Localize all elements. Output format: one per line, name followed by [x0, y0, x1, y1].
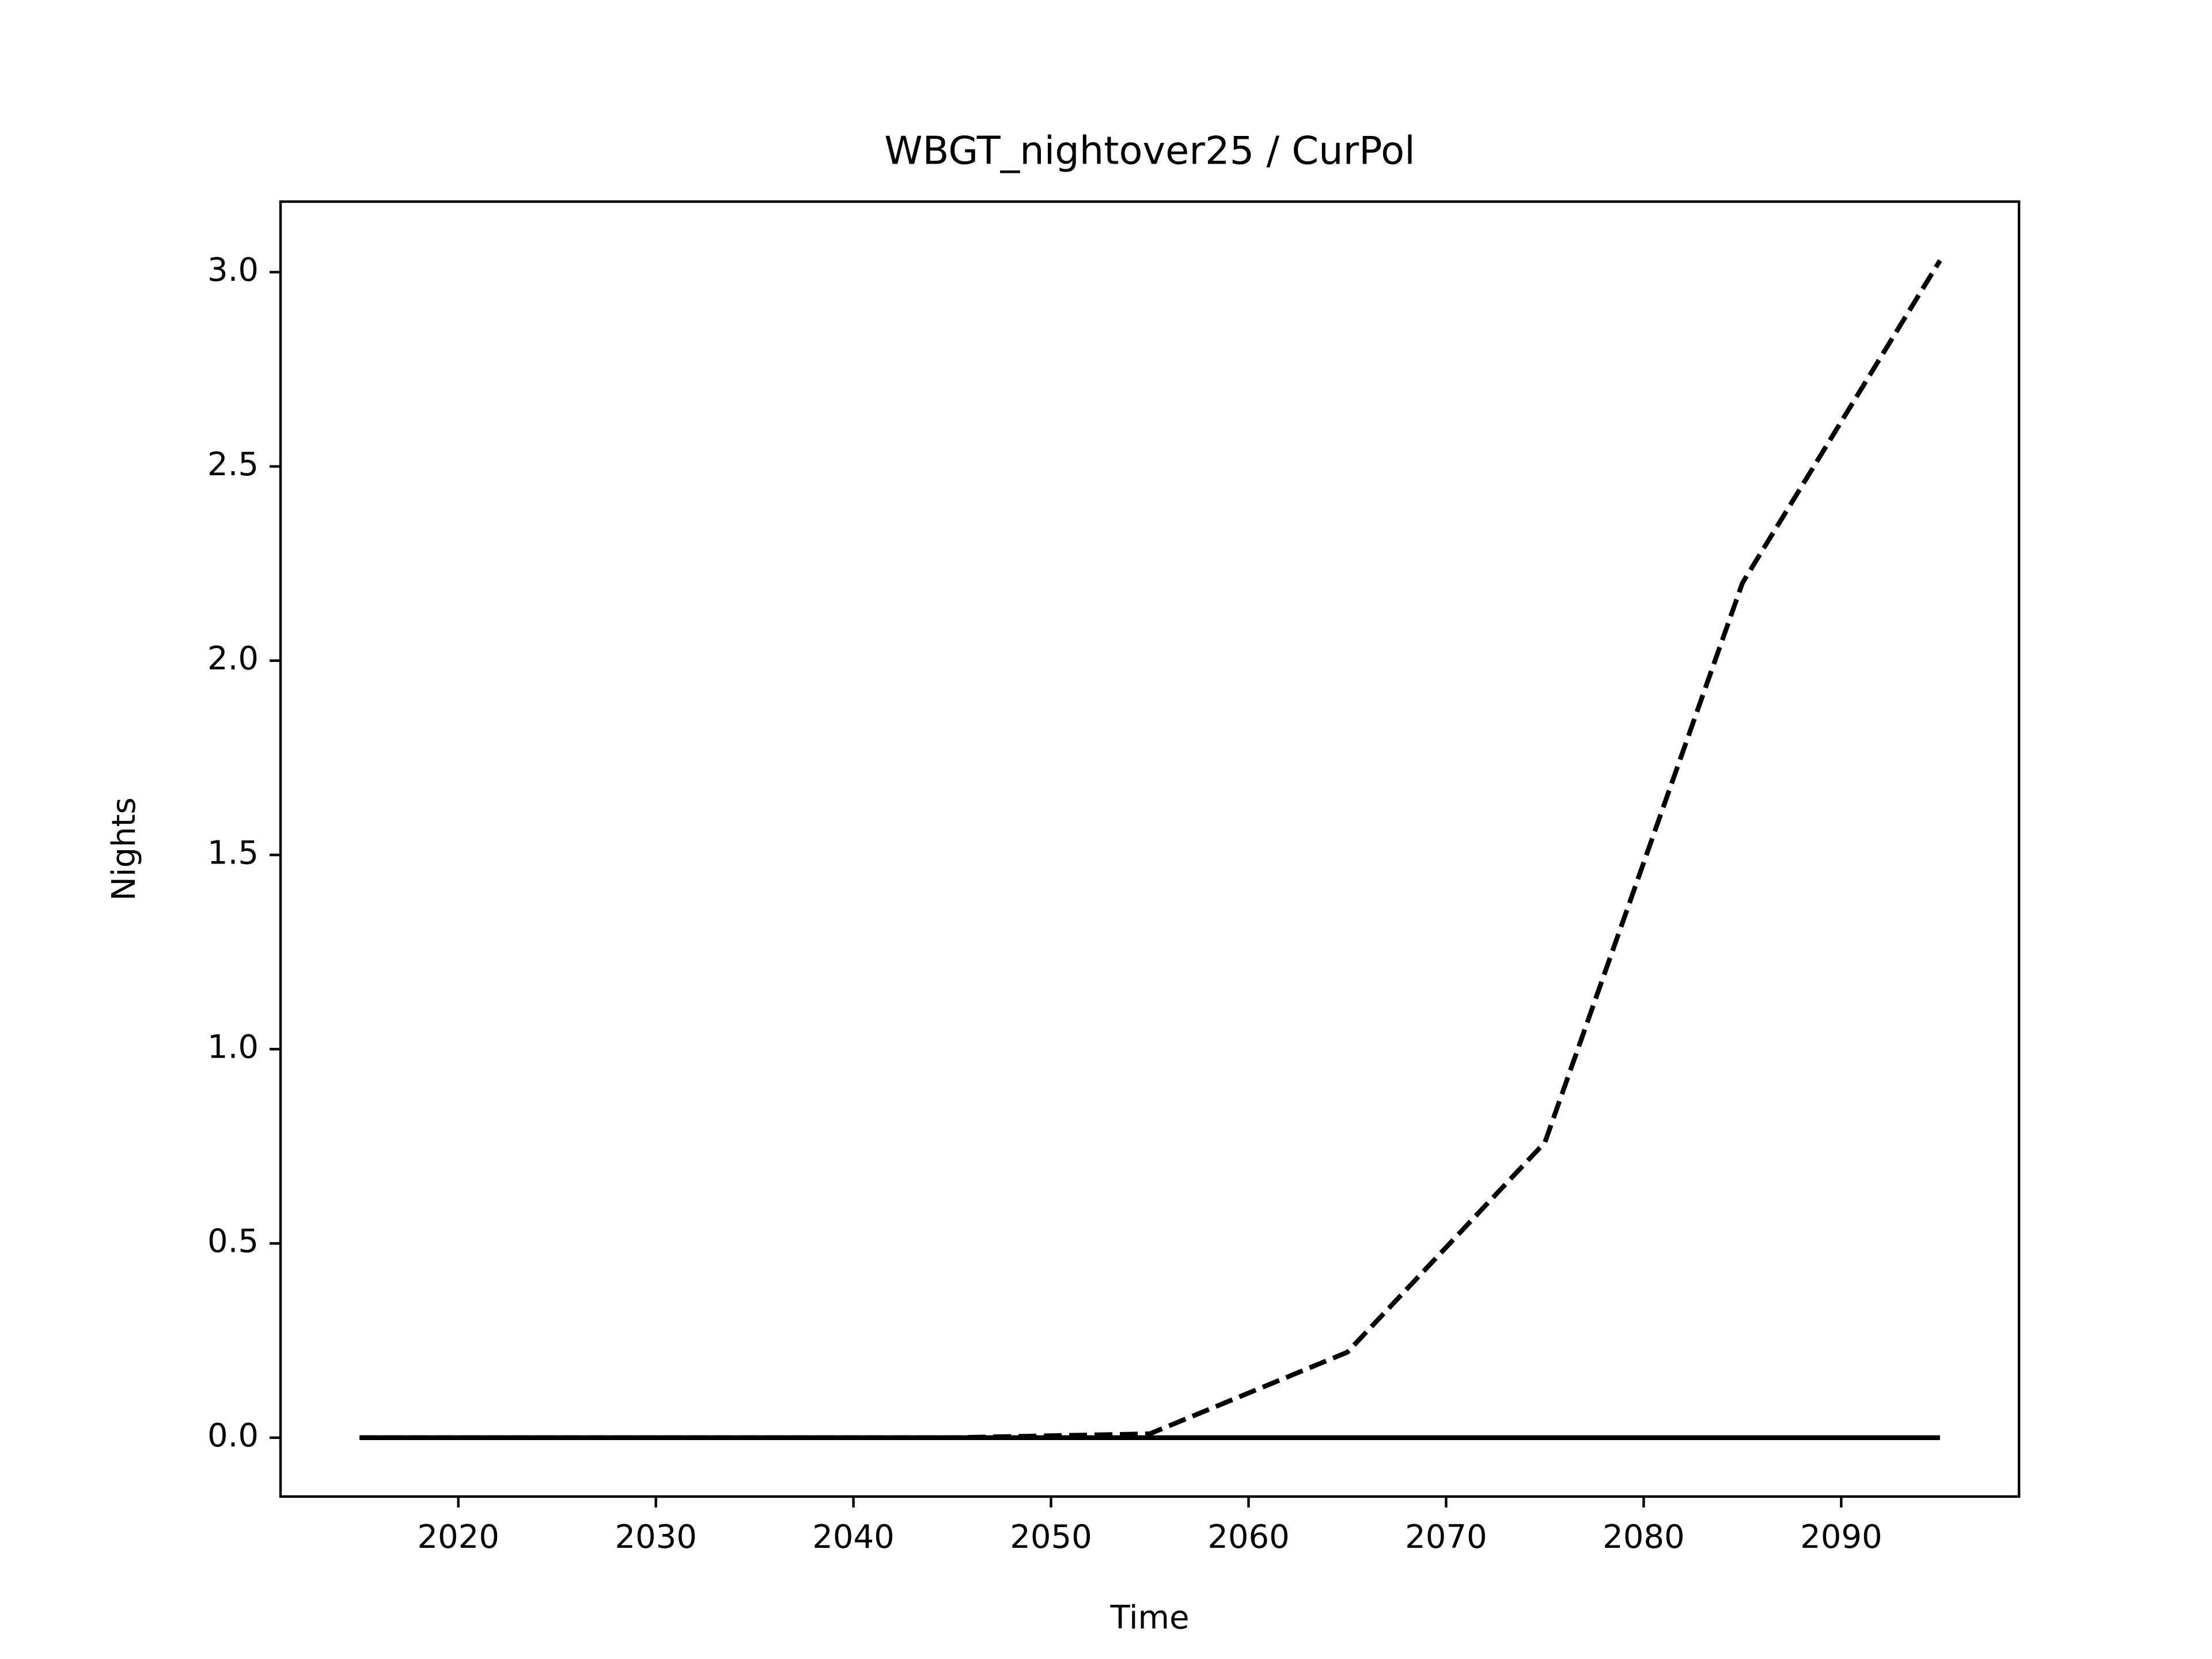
chart-title: WBGT_nightover25 / CurPol [884, 128, 1415, 173]
x-axis-label: Time [1109, 1599, 1189, 1637]
x-tick-label: 2030 [615, 1518, 697, 1556]
x-tick-label: 2060 [1207, 1518, 1290, 1556]
y-tick-label: 1.5 [207, 834, 259, 872]
x-tick-label: 2050 [1010, 1518, 1092, 1556]
y-tick-label: 0.0 [207, 1417, 259, 1455]
x-tick-label: 2080 [1603, 1518, 1685, 1556]
x-tick-label: 2040 [812, 1518, 895, 1556]
y-tick-label: 1.0 [207, 1028, 259, 1066]
y-tick-label: 2.5 [207, 446, 259, 483]
x-tick-label: 2090 [1800, 1518, 1883, 1556]
y-tick-label: 3.0 [207, 252, 259, 289]
y-axis-label: Nights [105, 797, 143, 901]
plot-frame [279, 200, 2021, 1498]
y-tick-label: 0.5 [207, 1223, 259, 1260]
x-tick-label: 2020 [417, 1518, 499, 1556]
x-tick-label: 2070 [1405, 1518, 1487, 1556]
y-tick-label: 2.0 [207, 640, 259, 677]
